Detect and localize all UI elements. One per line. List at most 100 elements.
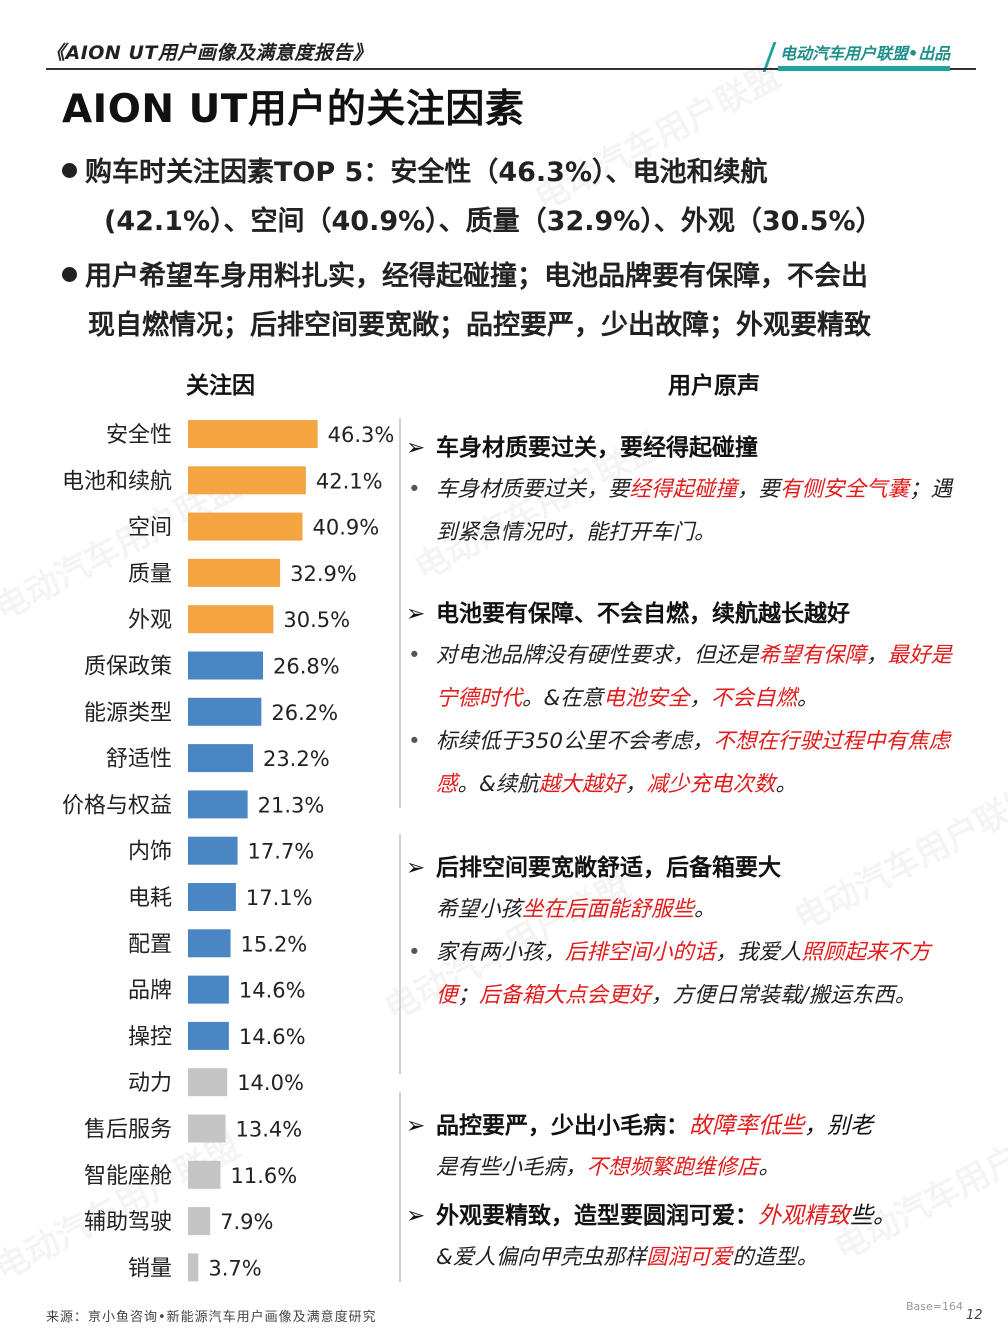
category-label: 智能座舱	[84, 1164, 172, 1189]
category-label: 电池和续航	[62, 469, 172, 494]
category-label: 配置	[128, 932, 172, 957]
arrow-bullet-icon: ➢	[406, 435, 426, 461]
quote-text: 电池要有保障、不会自燃，续航越长越好	[436, 601, 850, 627]
header-divider	[46, 68, 976, 70]
quote-text: &爱人偏向甲壳虫那样	[436, 1245, 647, 1270]
highlight-text: 最好是宁德时代	[436, 643, 953, 711]
category-label: 操控	[128, 1025, 172, 1050]
page-title: AION UT用户的关注因素	[62, 87, 525, 132]
highlight-text: 后备箱大点会更好	[479, 983, 652, 1008]
quote-item: • 对电池品牌没有硬性要求，但还是希望有保障，最好是宁德时代。&在意电池安全，不会…	[406, 634, 966, 720]
quote-heading: ➢ 品控要严，少出小毛病：故障率低些，别老	[406, 1106, 966, 1146]
quote-text: 标续低于350公里不会考虑，	[436, 729, 714, 754]
quote-block-body-material: ➢ 车身材质要过关，要经得起碰撞 • 车身材质要过关，要经得起碰撞，要有侧安全气囊；遇…	[406, 428, 966, 554]
quote-divider	[399, 834, 401, 1074]
category-label: 质保政策	[84, 655, 172, 680]
summary-bullet-1: 购车时关注因素TOP 5：安全性（46.3%）、电池和续航 (42.1%）、空间…	[62, 148, 962, 246]
quote-item: • 车身材质要过关，要经得起碰撞，要有侧安全气囊；遇到紧急情况时，能打开车门。	[406, 468, 966, 554]
bar	[188, 883, 236, 911]
highlight-text: 有侧安全气囊	[780, 477, 910, 502]
quote-block-quality: ➢ 品控要严，少出小毛病：故障率低些，别老 是有些小毛病，不想频繁跑维修店。	[406, 1106, 966, 1189]
value-label: 17.1%	[246, 886, 313, 910]
highlight-text: 不会自燃	[710, 686, 797, 711]
quote-item: &爱人偏向甲壳虫那样圆润可爱的造型。	[406, 1236, 966, 1279]
quote-text: 些。	[850, 1203, 896, 1229]
quote-block-rear-space: ➢ 后排空间要宽敞舒适，后备箱要大 希望小孩坐在后面能舒服些。 • 家有两小孩，后排空间…	[406, 848, 966, 1017]
quote-block-exterior: ➢ 外观要精致，造型要圆润可爱：外观精致些。 &爱人偏向甲壳虫那样圆润可爱的造型。	[406, 1196, 966, 1279]
highlight-text: 减少充电次数	[646, 772, 776, 797]
quote-text: ，我爱人	[715, 940, 802, 965]
bullet-dot-icon: •	[408, 477, 421, 502]
quote-text: ；	[457, 983, 480, 1008]
value-label: 14.0%	[237, 1071, 304, 1095]
bar	[188, 1207, 211, 1236]
value-label: 23.2%	[263, 747, 330, 771]
bar	[188, 697, 262, 726]
summary-line: 现自燃情况；后排空间要宽敞；品控要严，少出故障；外观要精致	[88, 310, 871, 341]
category-label: 内饰	[128, 840, 172, 865]
quote-text: 。	[694, 897, 716, 922]
category-label: 安全性	[106, 423, 172, 448]
value-label: 26.8%	[273, 655, 340, 679]
value-label: 14.6%	[239, 1025, 306, 1049]
quote-heading: ➢ 外观要精致，造型要圆润可爱：外观精致些。	[406, 1196, 966, 1236]
value-label: 7.9%	[220, 1210, 273, 1234]
bar	[188, 975, 229, 1004]
quote-text: 的造型。	[732, 1245, 819, 1270]
summary-line: 用户希望车身用料扎实，经得起碰撞；电池品牌要有保障，不会出	[62, 252, 962, 301]
category-label: 价格与权益	[62, 793, 172, 818]
category-label: 能源类型	[84, 701, 172, 726]
chart-column-header: 关注因	[186, 373, 255, 399]
highlight-text: 坐在后面能舒服些	[522, 897, 695, 922]
quote-text: ，	[624, 772, 647, 797]
category-label: 外观	[128, 608, 172, 633]
quote-heading: ➢ 后排空间要宽敞舒适，后备箱要大	[406, 848, 966, 888]
quote-text: 是有些小毛病，	[436, 1155, 587, 1180]
quote-text: 。	[796, 686, 819, 711]
bar	[188, 651, 264, 680]
quote-text: ；遇到紧急情况时，能打开车门。	[436, 477, 953, 545]
value-label: 3.7%	[208, 1256, 261, 1280]
source-note: 来源：亰小鱼咨询•新能源汽车用户画像及满意度研究	[46, 1310, 377, 1325]
quote-text: ，要	[737, 477, 781, 502]
bar	[188, 1253, 199, 1282]
value-label: 21.3%	[258, 793, 325, 817]
bar	[188, 790, 248, 819]
arrow-bullet-icon: ➢	[406, 855, 426, 881]
bar	[188, 744, 253, 773]
quote-divider	[399, 1092, 401, 1282]
quote-text: 车身材质要过关，要	[436, 477, 630, 502]
bar	[188, 1160, 221, 1189]
quote-text: 家有两小孩，	[436, 940, 566, 965]
quote-item: • 标续低于350公里不会考虑，不想在行驶过程中有焦虑感。&续航越大越好，减少充电…	[406, 720, 966, 806]
quote-item: 希望小孩坐在后面能舒服些。	[406, 888, 966, 931]
bar	[188, 1068, 228, 1097]
quote-text: 。&续航	[457, 772, 539, 797]
category-label: 辅助驾驶	[84, 1210, 172, 1235]
quote-text: 车身材质要过关，要经得起碰撞	[436, 435, 758, 461]
value-label: 17.7%	[248, 840, 315, 864]
value-label: 26.2%	[271, 701, 338, 725]
highlight-text: 不想在行驶过程中有焦虑感	[436, 729, 951, 797]
summary-line: (42.1%）、空间（40.9%）、质量（32.9%）、外观（30.5%）	[104, 206, 883, 237]
value-label: 40.9%	[313, 516, 380, 540]
bar	[188, 466, 306, 495]
quote-item: • 家有两小孩，后排空间小的话，我爱人照顾起来不方便；后备箱大点会更好，方便日常装…	[406, 931, 966, 1017]
highlight-text: 经得起碰撞	[629, 477, 738, 502]
category-label: 动力	[128, 1071, 172, 1096]
arrow-bullet-icon: ➢	[406, 1113, 426, 1139]
value-label: 15.2%	[241, 932, 308, 956]
report-title: 《AION UT用户画像及满意度报告》	[46, 42, 373, 64]
category-label: 售后服务	[84, 1118, 172, 1143]
summary-line: 购车时关注因素TOP 5：安全性（46.3%）、电池和续航	[62, 148, 962, 197]
bullet-dot-icon: •	[408, 643, 421, 668]
highlight-text: 外观精致	[758, 1203, 850, 1229]
bar	[188, 558, 281, 587]
bullet-dot-icon	[62, 163, 77, 178]
quote-block-battery: ➢ 电池要有保障、不会自燃，续航越长越好 • 对电池品牌没有硬性要求，但还是希望有保障…	[406, 594, 966, 806]
value-label: 32.9%	[290, 562, 357, 586]
bar	[188, 1114, 226, 1143]
category-label: 空间	[128, 516, 172, 541]
quotes-column-header: 用户原声	[668, 373, 760, 399]
highlight-text: 电池安全	[603, 686, 690, 711]
